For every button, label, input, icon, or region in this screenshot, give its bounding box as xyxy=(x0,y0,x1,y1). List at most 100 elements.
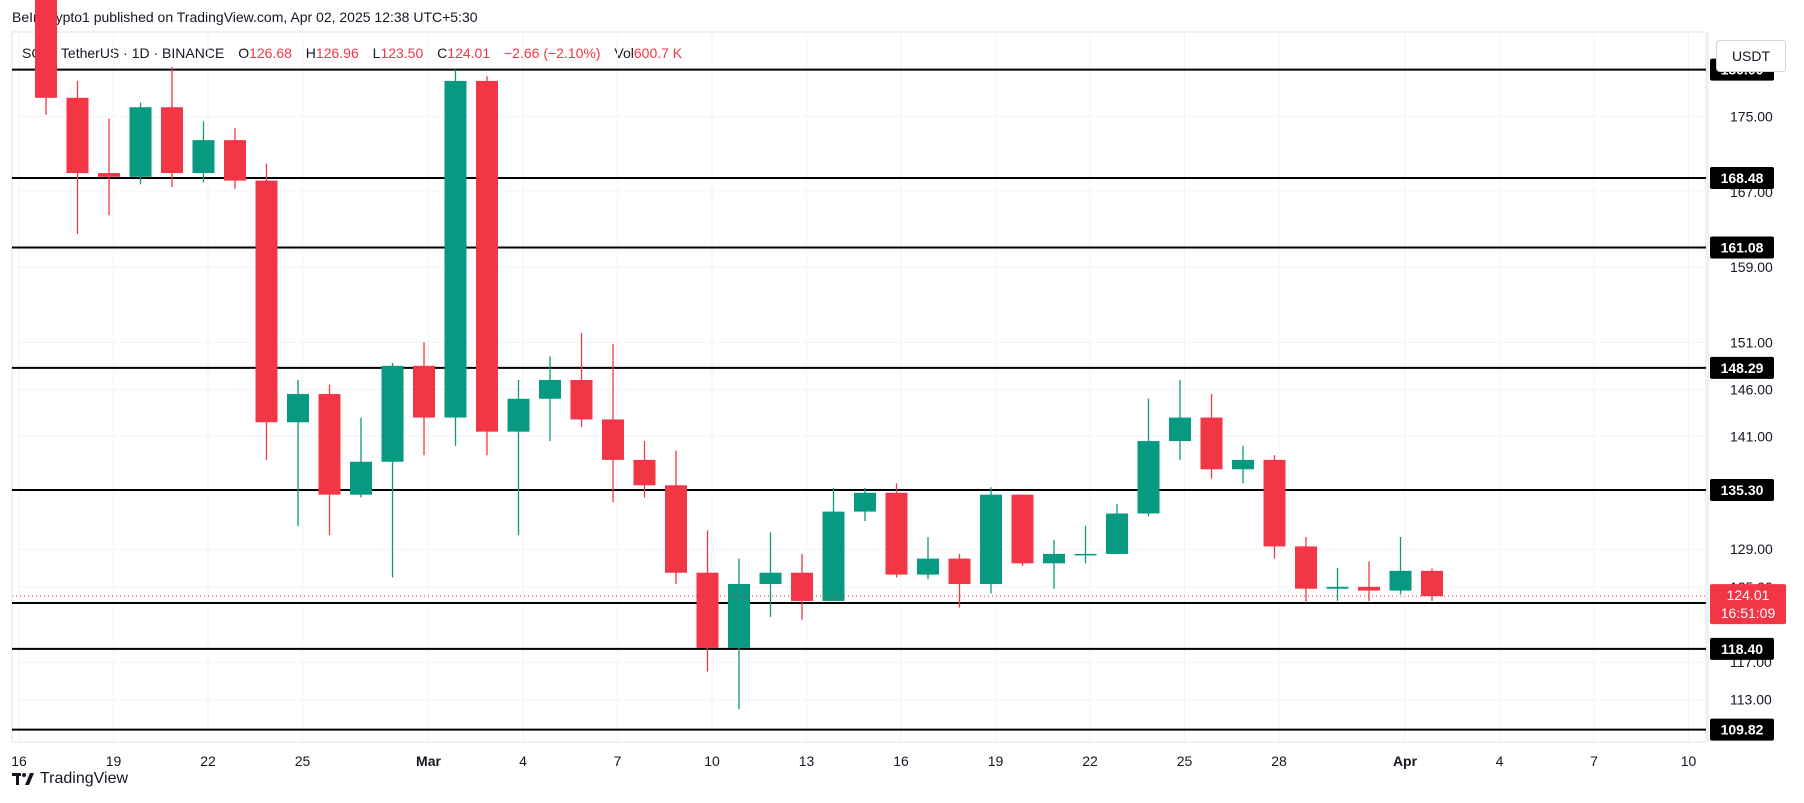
candle-body[interactable] xyxy=(1421,570,1443,597)
currency-button[interactable]: USDT xyxy=(1716,40,1786,72)
candle[interactable] xyxy=(35,0,57,115)
candle[interactable] xyxy=(1232,445,1254,484)
candle-body[interactable] xyxy=(1232,459,1254,470)
candle[interactable] xyxy=(318,384,341,536)
candle[interactable] xyxy=(98,118,120,216)
candle[interactable] xyxy=(633,441,656,498)
candle[interactable] xyxy=(1106,504,1128,554)
candle[interactable] xyxy=(1074,525,1097,564)
candlestick-series[interactable] xyxy=(35,0,1443,710)
candle[interactable] xyxy=(444,69,467,446)
candle-body[interactable] xyxy=(318,394,341,495)
candle-body[interactable] xyxy=(539,379,561,399)
candle[interactable] xyxy=(854,488,876,522)
candle[interactable] xyxy=(791,553,813,620)
candle-body[interactable] xyxy=(822,511,845,601)
candle[interactable] xyxy=(1043,539,1065,589)
candle-body[interactable] xyxy=(507,398,530,432)
candle-body[interactable] xyxy=(413,365,435,418)
candle-body[interactable] xyxy=(444,80,467,418)
candle-body[interactable] xyxy=(350,461,372,495)
candle[interactable] xyxy=(602,344,624,503)
candle[interactable] xyxy=(570,332,593,427)
candle[interactable] xyxy=(66,80,89,235)
candle-body[interactable] xyxy=(1326,586,1349,589)
candle[interactable] xyxy=(255,163,278,460)
candle-body[interactable] xyxy=(1169,417,1191,442)
candle[interactable] xyxy=(1326,568,1349,601)
x-tick-label: 28 xyxy=(1271,753,1287,769)
candle-body[interactable] xyxy=(1263,459,1286,547)
candle-body[interactable] xyxy=(287,394,309,423)
candle-body[interactable] xyxy=(161,107,183,174)
candle-body[interactable] xyxy=(980,494,1002,585)
candle-body[interactable] xyxy=(791,572,813,601)
candle-body[interactable] xyxy=(917,558,939,575)
candle[interactable] xyxy=(822,488,845,601)
candle-body[interactable] xyxy=(696,572,719,648)
tradingview-logo[interactable]: TradingView xyxy=(12,770,128,788)
candle[interactable] xyxy=(948,553,971,608)
candle[interactable] xyxy=(413,342,435,456)
candle-body[interactable] xyxy=(255,180,278,423)
candle-body[interactable] xyxy=(759,572,782,585)
candle-body[interactable] xyxy=(854,492,876,512)
time-axis[interactable]: 16 19 22 25 Mar 4 7 10 13 16 19 22 25 28 Apr 4 7 10 xyxy=(11,753,1696,769)
candle-body[interactable] xyxy=(1137,441,1160,514)
candle-body[interactable] xyxy=(381,365,404,462)
candle[interactable] xyxy=(350,417,372,498)
candle-body[interactable] xyxy=(885,492,908,575)
candle-body[interactable] xyxy=(1011,494,1034,564)
candle[interactable] xyxy=(885,483,908,578)
candle-body[interactable] xyxy=(1074,553,1097,556)
candle-body[interactable] xyxy=(1106,513,1128,554)
candle[interactable] xyxy=(1011,494,1034,567)
candle[interactable] xyxy=(1358,561,1380,601)
candle-body[interactable] xyxy=(1200,417,1223,470)
candle[interactable] xyxy=(696,530,719,672)
candle[interactable] xyxy=(1295,536,1317,603)
candle-body[interactable] xyxy=(66,97,89,174)
candle-body[interactable] xyxy=(129,107,152,177)
candle[interactable] xyxy=(759,532,782,617)
candle[interactable] xyxy=(287,379,309,526)
candle-body[interactable] xyxy=(1389,570,1412,591)
candle-body[interactable] xyxy=(570,379,593,420)
candle-body[interactable] xyxy=(192,140,215,174)
candle[interactable] xyxy=(980,487,1002,594)
candle-body[interactable] xyxy=(948,558,971,585)
candle[interactable] xyxy=(917,536,939,580)
candle-body[interactable] xyxy=(476,80,498,432)
candle[interactable] xyxy=(1200,394,1223,479)
candle-body[interactable] xyxy=(1358,586,1380,591)
candle[interactable] xyxy=(1421,568,1443,601)
candle-body[interactable] xyxy=(98,173,120,177)
candle[interactable] xyxy=(507,379,530,536)
candle[interactable] xyxy=(129,102,152,185)
candle-body[interactable] xyxy=(665,485,687,573)
candle-body[interactable] xyxy=(602,419,624,460)
candle[interactable] xyxy=(381,363,404,578)
candle-body[interactable] xyxy=(1295,546,1317,589)
candle-body[interactable] xyxy=(633,459,656,486)
symbol-legend: SOL / TetherUS · 1D · BINANCE O126.68 H1… xyxy=(22,45,682,61)
candle[interactable] xyxy=(476,76,498,456)
candle[interactable] xyxy=(1263,455,1286,559)
candle[interactable] xyxy=(665,450,687,585)
x-tick-label: 4 xyxy=(1496,753,1504,769)
candle[interactable] xyxy=(1169,379,1191,460)
symbol-name[interactable]: SOL / TetherUS · 1D · BINANCE xyxy=(22,45,225,61)
candle[interactable] xyxy=(728,558,750,710)
candle[interactable] xyxy=(224,127,246,190)
candle[interactable] xyxy=(192,121,215,183)
candle[interactable] xyxy=(1137,398,1160,517)
candle-body[interactable] xyxy=(224,140,246,181)
candle[interactable] xyxy=(539,356,561,442)
candle[interactable] xyxy=(161,66,183,188)
candle-body[interactable] xyxy=(728,584,750,648)
x-tick-label: 22 xyxy=(200,753,216,769)
candle-body[interactable] xyxy=(1043,553,1065,564)
candle-body[interactable] xyxy=(35,0,57,98)
candle[interactable] xyxy=(1389,536,1412,595)
